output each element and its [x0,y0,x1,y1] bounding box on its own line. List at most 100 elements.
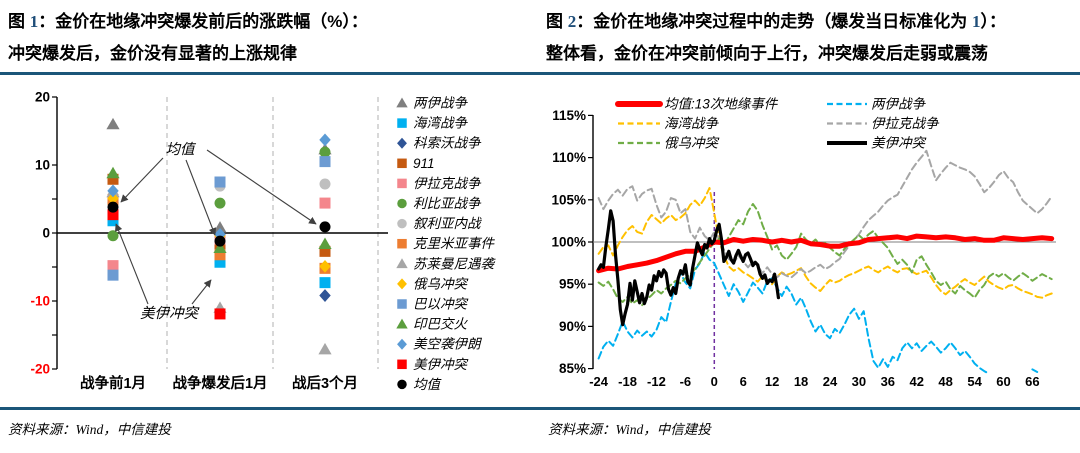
legend-label: 俄乌冲突 [413,276,468,291]
series-line-美伊冲突 [597,209,780,327]
legend-label: 美空袭伊朗 [413,337,483,352]
point-美空袭伊朗 [319,133,331,147]
point-两伊战争 [213,221,227,233]
y-tick-label: 105% [551,192,586,207]
legend-item-海湾战争: 海湾战争 [397,116,468,131]
legend-marker-利比亚战争 [397,198,407,209]
point-科索沃战争 [319,289,331,302]
x-tick-label: -24 [589,374,609,389]
point-伊拉克战争 [319,197,331,209]
legend-marker-俄乌冲突 [397,278,407,290]
x-tick-label: 0 [711,374,718,389]
point-俄乌冲突 [107,191,119,205]
legend-marker-科索沃战争 [397,137,407,149]
y-tick-label: -20 [30,362,50,377]
legend-marker-叙利亚内战 [397,218,407,229]
legend-item-利比亚战争: 利比亚战争 [397,196,482,211]
fig2-source: 资料来源：Wind，中信建投 [548,422,711,437]
legend-item-美伊冲突: 美伊冲突 [827,136,926,151]
legend-label: 叙利亚内战 [413,216,482,231]
x-tick-label: 12 [765,374,779,389]
y-tick-label: 95% [559,277,586,292]
annotation-arrow [120,157,164,203]
point-利比亚战争 [214,197,226,209]
legend-marker-苏莱曼尼遇袭 [396,258,408,269]
legend-label: 海湾战争 [413,116,468,131]
fig1-title-line1: 图 1：金价在地缘冲突爆发前后的涨跌幅（%）： [8,12,368,31]
fig1-source: 资料来源：Wind，中信建投 [8,422,171,437]
legend-label: 俄乌冲突 [664,136,719,151]
legend-item-伊拉克战争: 伊拉克战争 [397,176,482,191]
x-category-label: 战争前1月 [80,374,146,392]
header-divider-rule [0,72,1080,75]
legend-marker-均值 [397,379,407,390]
legend-item-两伊战争: 两伊战争 [396,96,468,111]
legend-item-均值: 均值 [397,377,442,392]
series-line-海湾战争 [597,187,1053,299]
legend-item-美伊冲突: 美伊冲突 [397,357,468,372]
legend-marker-两伊战争 [396,97,408,108]
series-印巴交火 [106,166,332,254]
legend-item-克里米亚事件: 克里米亚事件 [397,236,495,251]
annotation-arrow [206,149,317,225]
legend-marker-海湾战争 [397,118,407,128]
legend-marker-巴以冲突 [397,299,407,309]
point-利比亚战争 [107,230,119,242]
legend-item-均值:13次地缘事件: 均值:13次地缘事件 [615,97,779,112]
series-line-两伊战争 [597,251,1039,375]
x-tick-label: -6 [680,374,692,389]
series-巴以冲突 [107,156,331,281]
series-line-俄乌冲突 [597,203,1053,307]
legend-item-科索沃战争: 科索沃战争 [397,136,482,151]
legend-item-巴以冲突: 巴以冲突 [397,297,468,312]
point-苏莱曼尼遇袭 [318,342,332,355]
point-利比亚战争 [319,146,331,158]
legend-item-伊拉克战争: 伊拉克战争 [827,116,940,131]
point-美伊冲突 [214,308,226,320]
legend-label: 印巴交火 [413,317,468,332]
legend-label: 两伊战争 [413,96,468,111]
annotation-arrow [185,159,217,236]
fig1-title: 图 1：金价在地缘冲突爆发前后的涨跌幅（%）： 冲突爆发后，金价没有显著的上涨规… [8,6,533,70]
x-tick-label: 66 [1025,374,1039,389]
legend-item-两伊战争: 两伊战争 [827,97,926,112]
point-美伊冲突 [107,209,119,221]
x-tick-label: 54 [967,374,982,389]
point-巴以冲突 [107,269,119,281]
x-tick-label: -18 [618,374,637,389]
point-克里米亚事件 [214,249,226,261]
y-tick-label: -10 [30,294,50,309]
point-均值 [319,221,331,233]
x-tick-label: 18 [794,374,808,389]
series-均值 [107,201,331,247]
fig2-title: 图 2：金价在地缘冲突过程中的走势（爆发当日标准化为 1）： 整体看，金价在冲突… [546,6,1076,70]
point-叙利亚内战 [319,178,331,190]
point-美空袭伊朗 [107,184,119,198]
legend-label: 美伊冲突 [871,136,926,151]
legend-label: 均值 [413,377,442,392]
legend-marker-美伊冲突 [397,359,407,370]
legend-item-俄乌冲突: 俄乌冲突 [397,276,468,291]
y-tick-label: 85% [559,361,586,376]
series-海湾战争 [107,215,331,289]
legend-marker-伊拉克战争 [397,178,407,189]
x-tick-label: 48 [938,374,952,389]
x-tick-label: 24 [823,374,838,389]
y-tick-label: 10 [35,158,50,173]
point-均值 [107,201,119,213]
legend-item-美空袭伊朗: 美空袭伊朗 [397,337,483,352]
y-tick-label: 20 [35,90,50,105]
legend-label: 伊拉克战争 [413,176,482,191]
x-tick-label: 30 [852,374,866,389]
point-印巴交火 [213,241,227,254]
series-line-均值:13次地缘事件 [596,233,1055,274]
legend-label: 911 [413,156,435,171]
y-tick-label: 110% [552,150,586,165]
x-category-label: 战后3个月 [292,374,358,392]
annotation-mean: 均值 [166,141,197,158]
legend-item-印巴交火: 印巴交火 [396,317,468,332]
legend-label: 克里米亚事件 [413,236,495,251]
x-tick-label: 6 [740,374,747,389]
series-美伊冲突 [107,209,226,320]
